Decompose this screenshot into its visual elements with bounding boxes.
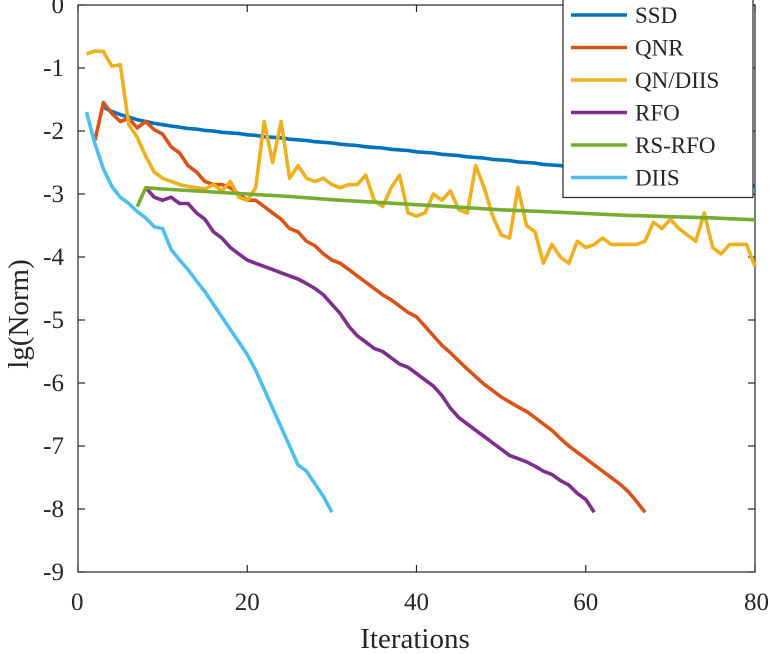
y-tick-label: -7 [43,433,64,460]
y-tick-label: -4 [43,244,64,271]
x-tick-label: 60 [573,589,598,616]
x-tick-label: 80 [744,589,769,616]
x-axis-label: Iterations [360,623,470,654]
legend-box [562,0,754,199]
legend-label: QN/DIIS [635,68,719,93]
legend-label: DIIS [635,166,680,191]
legend: SSD QNR QN/DIIS RFO RS-RFO DIIS [562,0,754,199]
x-tick-label: 0 [71,589,84,616]
series-lines [84,49,757,514]
y-tick-label: -1 [43,55,64,82]
legend-label: RFO [635,101,680,126]
legend-label: RS-RFO [635,133,716,158]
series-line-rfo [144,186,596,514]
series-line-qn-diis [85,49,757,268]
y-tick-label: -9 [43,559,64,586]
series-line-rs-rfo [135,185,756,222]
y-tick-label: -6 [43,370,64,397]
legend-label: QNR [635,36,684,61]
legend-label: SSD [635,3,677,28]
y-tick-label: -2 [43,118,64,145]
y-axis-label: lg(Norm) [3,259,35,369]
y-tick-label: -8 [43,496,64,523]
y-tick-label: -5 [43,307,64,334]
series-line-qnr [93,100,647,514]
axes: 0 -1 -2 -3 -4 -5 -6 -7 -8 -9 0 20 40 60 80 [43,0,769,616]
x-tick-label: 20 [235,589,260,616]
x-tick-label: 40 [404,589,429,616]
y-tick-label: 0 [52,0,65,19]
y-tick-label: -3 [43,181,64,208]
series-line-diis [84,111,334,514]
